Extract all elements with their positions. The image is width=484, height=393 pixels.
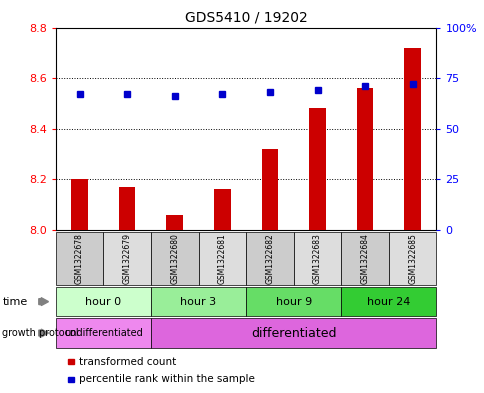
Title: GDS5410 / 19202: GDS5410 / 19202 (184, 11, 307, 25)
Text: GSM1322679: GSM1322679 (122, 233, 131, 284)
FancyBboxPatch shape (103, 232, 151, 285)
Text: GSM1322684: GSM1322684 (360, 233, 369, 284)
FancyBboxPatch shape (341, 287, 436, 316)
Bar (166, 215, 182, 230)
FancyBboxPatch shape (56, 287, 151, 316)
FancyBboxPatch shape (341, 232, 388, 285)
Text: GSM1322682: GSM1322682 (265, 233, 274, 284)
Bar (213, 189, 230, 230)
FancyBboxPatch shape (56, 318, 151, 348)
Text: differentiated: differentiated (250, 327, 336, 340)
Text: undifferentiated: undifferentiated (64, 328, 142, 338)
Text: percentile rank within the sample: percentile rank within the sample (78, 374, 254, 384)
FancyBboxPatch shape (388, 232, 436, 285)
Text: GSM1322681: GSM1322681 (217, 233, 227, 284)
FancyBboxPatch shape (245, 287, 341, 316)
Bar (261, 149, 278, 230)
FancyBboxPatch shape (245, 232, 293, 285)
Text: GSM1322685: GSM1322685 (408, 233, 416, 284)
Text: hour 9: hour 9 (275, 297, 311, 307)
Text: GSM1322683: GSM1322683 (312, 233, 321, 284)
FancyBboxPatch shape (151, 318, 436, 348)
Text: GSM1322680: GSM1322680 (170, 233, 179, 284)
Bar (356, 88, 373, 230)
Text: time: time (2, 297, 28, 307)
Text: transformed count: transformed count (78, 356, 176, 367)
FancyBboxPatch shape (56, 232, 103, 285)
Bar (404, 48, 420, 230)
Bar (119, 187, 135, 230)
Text: GSM1322678: GSM1322678 (75, 233, 84, 284)
Text: hour 3: hour 3 (180, 297, 216, 307)
Bar (71, 179, 88, 230)
Text: hour 0: hour 0 (85, 297, 121, 307)
Text: hour 24: hour 24 (366, 297, 410, 307)
FancyBboxPatch shape (151, 287, 245, 316)
Bar (309, 108, 325, 230)
Text: growth protocol: growth protocol (2, 328, 79, 338)
FancyBboxPatch shape (151, 232, 198, 285)
FancyBboxPatch shape (293, 232, 341, 285)
FancyBboxPatch shape (198, 232, 245, 285)
